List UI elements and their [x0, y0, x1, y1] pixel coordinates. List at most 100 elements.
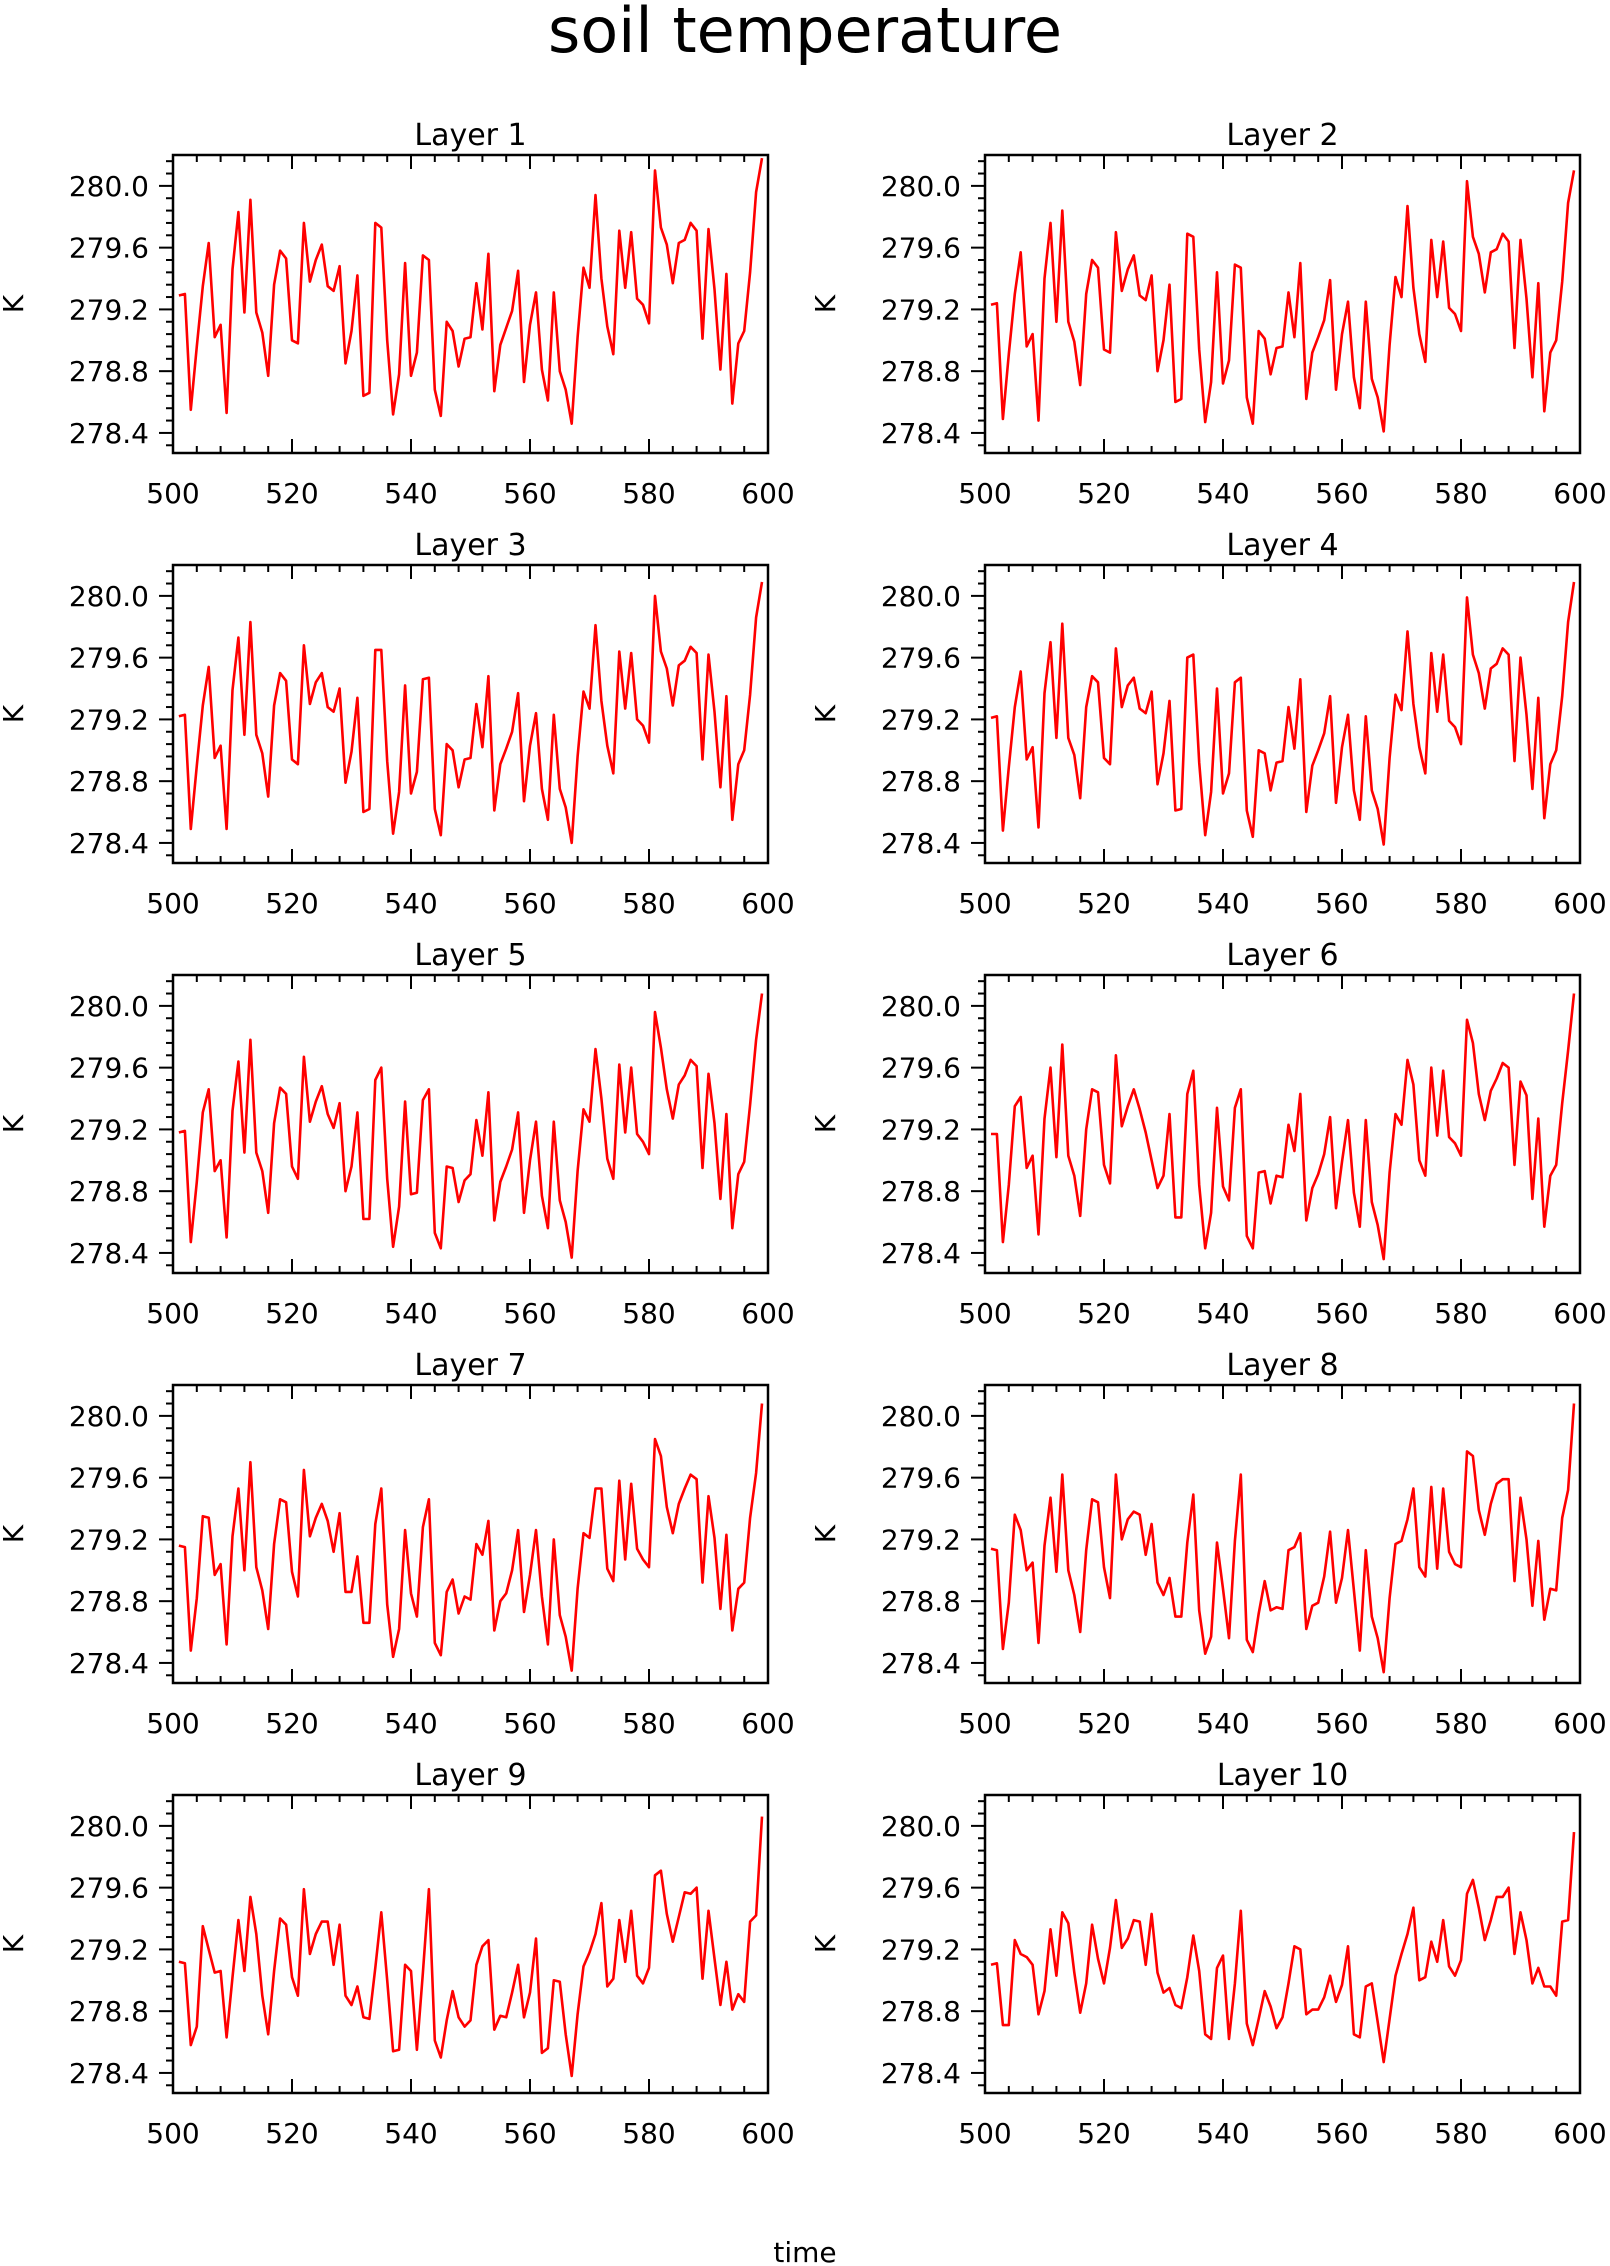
- y-tick-label: 280.0: [69, 1810, 149, 1843]
- x-tick-label: 580: [1434, 2117, 1487, 2150]
- y-tick-label: 278.4: [69, 2057, 149, 2090]
- chart-panel: Layer 2 K 500 520 540 560 580 600 278.4 278.8 279.…: [809, 118, 1607, 510]
- series-line: [178, 1403, 764, 1672]
- x-tick-label: 580: [622, 1297, 675, 1330]
- x-tick-label: 520: [265, 1297, 318, 1330]
- plot-frame: [171, 1383, 770, 1685]
- y-tick-label: 279.2: [881, 1933, 961, 1966]
- panel-title: Layer 5: [414, 938, 526, 973]
- y-axis-label: K: [0, 1114, 30, 1133]
- x-tick-label: 560: [503, 1707, 556, 1740]
- x-tick-label: 560: [1315, 1297, 1368, 1330]
- x-tick-label: 600: [741, 1297, 794, 1330]
- x-tick-label: 520: [1077, 477, 1130, 510]
- y-tick-label: 280.0: [69, 1400, 149, 1433]
- y-tick-label: 279.2: [881, 703, 961, 736]
- y-tick-label: 278.8: [881, 355, 961, 388]
- x-tick-label: 600: [1553, 1297, 1606, 1330]
- y-tick-label: 279.2: [69, 703, 149, 736]
- panel-title: Layer 2: [1226, 118, 1338, 153]
- y-tick-label: 279.6: [881, 1052, 961, 1085]
- y-tick-label: 280.0: [69, 170, 149, 203]
- x-tick-label: 560: [503, 2117, 556, 2150]
- x-tick-label: 560: [1315, 477, 1368, 510]
- x-tick-label: 600: [741, 1707, 794, 1740]
- panel-title: Layer 6: [1226, 938, 1338, 973]
- panel-title: Layer 1: [414, 118, 526, 153]
- series-line: [178, 581, 764, 845]
- y-tick-label: 280.0: [69, 580, 149, 613]
- y-axis-label: K: [809, 704, 842, 723]
- y-tick-label: 279.2: [881, 293, 961, 326]
- x-tick-label: 520: [265, 477, 318, 510]
- panel-title: Layer 4: [1226, 528, 1338, 563]
- x-tick-label: 560: [503, 887, 556, 920]
- y-tick-label: 278.4: [881, 2057, 961, 2090]
- x-tick-label: 520: [1077, 1297, 1130, 1330]
- series-line: [990, 170, 1576, 433]
- x-tick-label: 520: [1077, 887, 1130, 920]
- y-axis-label: K: [809, 1114, 842, 1133]
- y-tick-label: 280.0: [881, 990, 961, 1023]
- panels: Layer 1 K 500 520 540 560 580 600 278.4 278.8 279.…: [0, 118, 1607, 2150]
- plot-frame: [983, 153, 1582, 455]
- y-tick-label: 279.2: [881, 1113, 961, 1146]
- x-tick-label: 560: [1315, 2117, 1368, 2150]
- series-line: [178, 1816, 764, 2078]
- y-tick-label: 278.8: [881, 765, 961, 798]
- x-tick-label: 540: [384, 887, 437, 920]
- plot-frame: [171, 563, 770, 865]
- y-tick-label: 279.6: [69, 1872, 149, 1905]
- y-tick-label: 279.2: [881, 1523, 961, 1556]
- x-tick-label: 500: [146, 1707, 199, 1740]
- y-tick-label: 279.6: [881, 1872, 961, 1905]
- x-tick-label: 520: [1077, 1707, 1130, 1740]
- y-axis-label: K: [0, 704, 30, 723]
- x-tick-label: 580: [622, 2117, 675, 2150]
- y-tick-label: 278.4: [881, 827, 961, 860]
- y-axis-label: K: [809, 1934, 842, 1953]
- y-tick-label: 279.6: [881, 1462, 961, 1495]
- y-tick-label: 279.6: [69, 1052, 149, 1085]
- x-tick-label: 500: [958, 2117, 1011, 2150]
- series-line: [178, 157, 764, 426]
- y-tick-label: 278.8: [881, 1175, 961, 1208]
- x-tick-label: 500: [958, 477, 1011, 510]
- y-tick-label: 278.8: [69, 355, 149, 388]
- x-tick-label: 600: [1553, 887, 1606, 920]
- x-tick-label: 520: [265, 2117, 318, 2150]
- panel-title: Layer 10: [1217, 1758, 1348, 1793]
- y-tick-label: 279.6: [881, 232, 961, 265]
- x-tick-label: 540: [384, 1707, 437, 1740]
- y-tick-label: 278.8: [881, 1995, 961, 2028]
- y-tick-label: 278.4: [881, 1237, 961, 1270]
- x-tick-label: 600: [741, 887, 794, 920]
- x-tick-label: 500: [146, 2117, 199, 2150]
- y-tick-label: 280.0: [881, 580, 961, 613]
- series-line: [990, 581, 1576, 846]
- x-tick-label: 560: [503, 477, 556, 510]
- chart-panel: Layer 10 K 500 520 540 560 580 600 278.4 278.8 279…: [809, 1758, 1607, 2150]
- x-tick-label: 500: [958, 1297, 1011, 1330]
- y-tick-label: 278.8: [881, 1585, 961, 1618]
- chart-panel: Layer 7 K 500 520 540 560 580 600 278.4 278.8 279.…: [0, 1348, 795, 1740]
- plot-frame: [983, 973, 1582, 1275]
- y-tick-label: 279.2: [69, 1933, 149, 1966]
- y-tick-label: 280.0: [881, 170, 961, 203]
- y-tick-label: 278.4: [69, 417, 149, 450]
- y-axis-label: K: [0, 294, 30, 313]
- chart-panel: Layer 5 K 500 520 540 560 580 600 278.4 278.8 279.…: [0, 938, 795, 1330]
- y-tick-label: 278.4: [881, 417, 961, 450]
- plot-frame: [983, 1383, 1582, 1685]
- plot-frame: [983, 563, 1582, 865]
- x-tick-label: 500: [958, 1707, 1011, 1740]
- series-line: [990, 1832, 1576, 2064]
- y-axis-label: K: [809, 1524, 842, 1543]
- x-tick-label: 580: [622, 477, 675, 510]
- x-tick-label: 500: [146, 1297, 199, 1330]
- x-tick-label: 560: [503, 1297, 556, 1330]
- chart-panel: Layer 8 K 500 520 540 560 580 600 278.4 278.8 279.…: [809, 1348, 1607, 1740]
- x-tick-label: 600: [741, 477, 794, 510]
- panel-title: Layer 3: [414, 528, 526, 563]
- x-tick-label: 500: [146, 477, 199, 510]
